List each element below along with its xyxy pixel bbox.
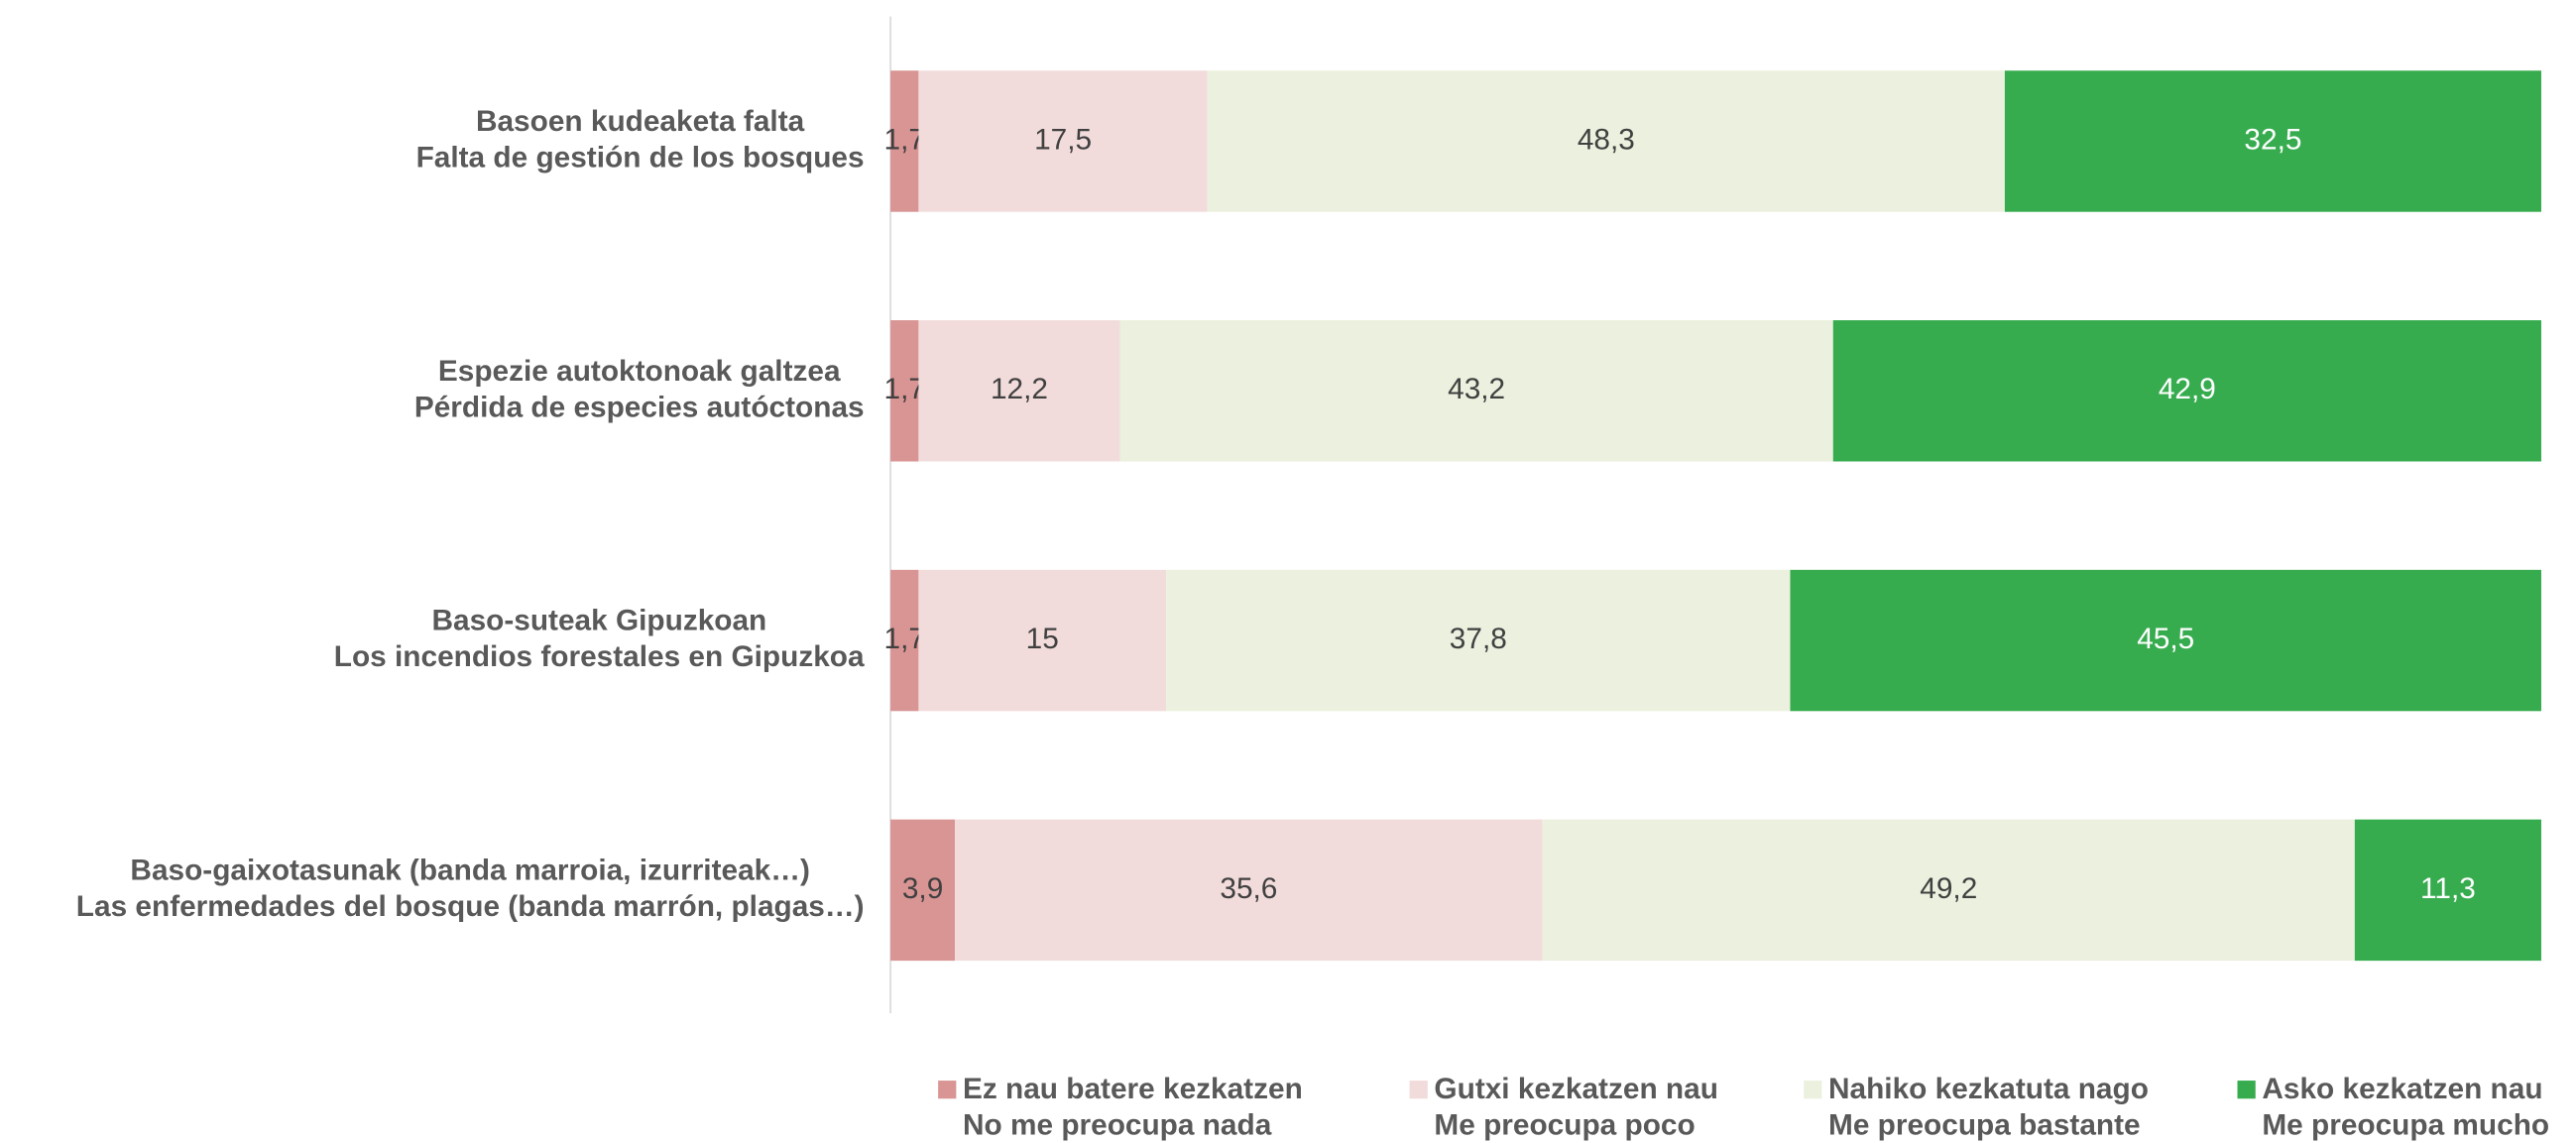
value-label: 1,7 <box>884 623 925 655</box>
value-label: 1,7 <box>884 373 925 405</box>
legend-label: Me preocupa bastante <box>1828 1108 2141 1141</box>
value-label: 48,3 <box>1578 123 1635 156</box>
value-label: 35,6 <box>1220 872 1277 905</box>
category-label: Los incendios forestales en Gipuzkoa <box>334 640 865 673</box>
bar-segment <box>890 569 919 712</box>
bar-segment <box>1166 569 1791 712</box>
value-label: 45,5 <box>2137 623 2194 655</box>
bar-segment <box>2004 70 2541 212</box>
value-label: 49,2 <box>1920 872 1977 905</box>
bar-segment <box>1542 819 2355 962</box>
bar-segment <box>1207 70 2005 212</box>
bar-segment <box>1119 320 1833 462</box>
category-label: Las enfermedades del bosque (banda marró… <box>76 890 865 923</box>
legend-label: Me preocupa mucho <box>2262 1108 2549 1141</box>
value-label: 42,9 <box>2159 373 2216 405</box>
value-label: 3,9 <box>902 872 943 905</box>
legend-label: Me preocupa poco <box>1434 1108 1695 1141</box>
bar-segment <box>918 320 1120 462</box>
value-label: 17,5 <box>1034 123 1092 156</box>
category-label: Baso-gaixotasunak (banda marroia, izurri… <box>130 855 810 887</box>
legend-label: No me preocupa nada <box>963 1108 1272 1141</box>
value-label: 1,7 <box>884 123 925 156</box>
bar-segment <box>890 70 919 212</box>
bar-segment <box>1790 569 2541 712</box>
category-label: Basoen kudeaketa falta <box>476 105 805 138</box>
legend-swatch <box>1804 1081 1822 1099</box>
bar-segment <box>1832 320 2541 462</box>
legend-swatch <box>938 1081 957 1099</box>
legend-label: Ez nau batere kezkatzen <box>963 1073 1303 1105</box>
bar-segment <box>890 819 956 962</box>
value-label: 12,2 <box>991 373 1048 405</box>
bar-segment <box>2354 819 2541 962</box>
category-label: Pérdida de especies autóctonas <box>414 391 865 423</box>
value-label: 15 <box>1026 623 1059 655</box>
legend-label: Asko kezkatzen nau <box>2262 1073 2542 1105</box>
category-label: Espezie autoktonoak galtzea <box>438 355 841 388</box>
value-label: 32,5 <box>2244 123 2301 156</box>
value-label: 43,2 <box>1448 373 1505 405</box>
category-label: Falta de gestión de los bosques <box>416 142 865 174</box>
legend-label: Gutxi kezkatzen nau <box>1434 1073 1717 1105</box>
value-label: 11,3 <box>2420 872 2476 905</box>
category-label: Baso-suteak Gipuzkoan <box>431 605 766 637</box>
legend-swatch <box>1409 1081 1428 1099</box>
legend-label: Nahiko kezkatuta nago <box>1828 1073 2149 1105</box>
bar-segment <box>955 819 1543 962</box>
legend-swatch <box>2237 1081 2256 1099</box>
bar-segment <box>918 569 1167 712</box>
bar-segment <box>890 320 919 462</box>
bar-segment <box>918 70 1208 212</box>
value-label: 37,8 <box>1450 623 1507 655</box>
